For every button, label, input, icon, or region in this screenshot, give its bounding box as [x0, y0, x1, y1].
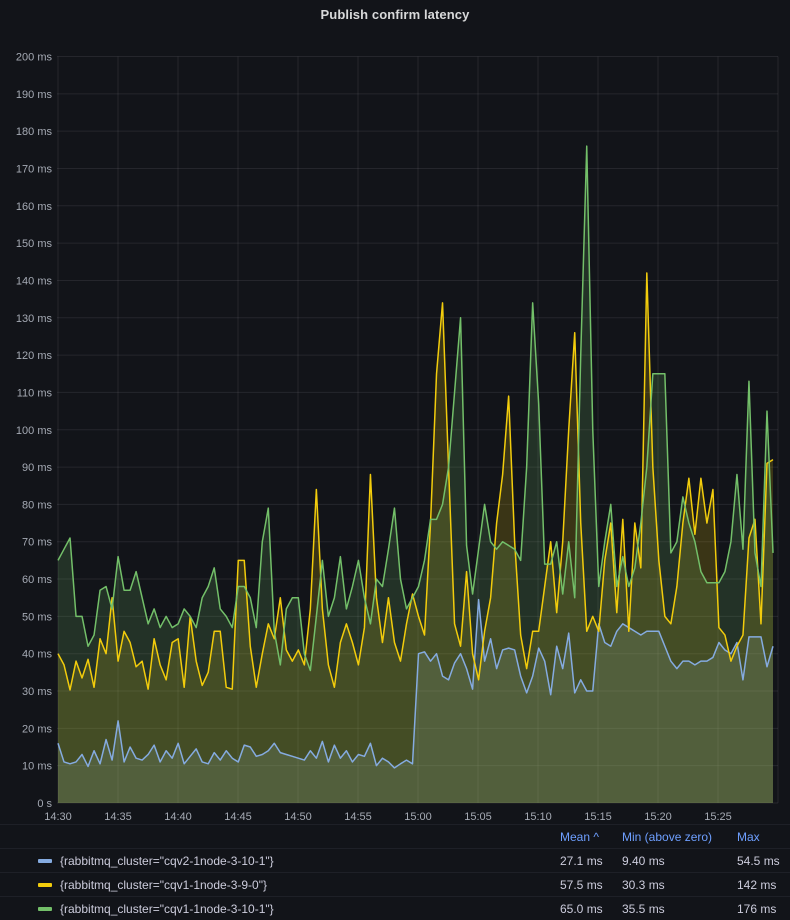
y-axis-tick-label: 20 ms: [22, 723, 52, 735]
series-color-swatch[interactable]: [38, 882, 52, 887]
x-axis-tick-label: 14:50: [284, 811, 312, 823]
legend-value-min: 35.5 ms: [622, 901, 665, 916]
y-axis-tick-label: 10 ms: [22, 761, 52, 773]
y-axis-tick-label: 80 ms: [22, 499, 52, 511]
legend-value-mean: 57.5 ms: [560, 877, 603, 892]
legend-label-cell[interactable]: {rabbitmq_cluster="cqv1-1node-3-10-1"}: [38, 902, 560, 916]
y-axis-tick-label: 30 ms: [22, 686, 52, 698]
plot-area[interactable]: [57, 57, 778, 804]
legend-value-max: 54.5 ms: [737, 853, 780, 868]
series-color-swatch[interactable]: [38, 906, 52, 911]
time-series-chart[interactable]: 0 s 10 ms 20 ms 30 ms 40 ms 50 ms 60 ms 70 ms 80…: [0, 0, 790, 824]
y-axis-tick-label: 40 ms: [22, 649, 52, 661]
legend-value-max: 176 ms: [737, 901, 777, 916]
x-axis-tick-label: 15:15: [584, 811, 612, 823]
legend-row[interactable]: {rabbitmq_cluster="cqv1-1node-3-10-1"} 65…: [0, 896, 790, 920]
legend-sort-mean[interactable]: Mean ^: [560, 829, 599, 844]
panel-title[interactable]: Publish confirm latency: [320, 7, 470, 22]
legend-header-row: Mean ^ Min (above zero) Max: [0, 824, 790, 848]
y-axis-tick-label: 170 ms: [16, 163, 53, 175]
series-label: {rabbitmq_cluster="cqv1-1node-3-10-1"}: [60, 901, 274, 916]
legend-row[interactable]: {rabbitmq_cluster="cqv2-1node-3-10-1"} 27…: [0, 848, 790, 872]
y-axis-tick-label: 50 ms: [22, 611, 52, 623]
y-axis-tick-label: 0 s: [37, 798, 52, 810]
x-axis-tick-label: 14:30: [44, 811, 72, 823]
x-axis-tick-label: 15:00: [404, 811, 432, 823]
y-axis-tick-label: 70 ms: [22, 537, 52, 549]
legend-row[interactable]: {rabbitmq_cluster="cqv1-1node-3-9-0"} 57.…: [0, 872, 790, 896]
x-axis-tick-label: 15:05: [464, 811, 492, 823]
y-axis-tick-label: 150 ms: [16, 238, 53, 250]
legend-label-cell[interactable]: {rabbitmq_cluster="cqv1-1node-3-9-0"}: [38, 878, 560, 892]
y-axis-tick-label: 90 ms: [22, 462, 52, 474]
series-color-swatch[interactable]: [38, 858, 52, 863]
y-axis-tick-label: 200 ms: [16, 52, 53, 64]
x-axis-tick-label: 15:10: [524, 811, 552, 823]
x-axis-tick-label: 15:25: [704, 811, 732, 823]
y-axis-tick-label: 100 ms: [16, 425, 53, 437]
series-fill-2: [58, 146, 773, 803]
x-axis-tick-label: 15:20: [644, 811, 672, 823]
x-axis-tick-label: 14:35: [104, 811, 132, 823]
legend-value-min: 30.3 ms: [622, 877, 665, 892]
x-axis-tick-label: 14:55: [344, 811, 372, 823]
y-axis-tick-label: 140 ms: [16, 275, 53, 287]
series-line-2: [57, 145, 774, 672]
series-label: {rabbitmq_cluster="cqv2-1node-3-10-1"}: [60, 853, 274, 868]
x-axis-tick-label: 14:40: [164, 811, 192, 823]
legend-sort-max[interactable]: Max: [737, 829, 760, 844]
y-axis-tick-label: 130 ms: [16, 313, 53, 325]
legend-value-mean: 27.1 ms: [560, 853, 603, 868]
legend-value-min: 9.40 ms: [622, 853, 665, 868]
legend-table: Mean ^ Min (above zero) Max {rabbitmq_cl…: [0, 824, 790, 920]
series-line-1: [57, 272, 774, 691]
series-label: {rabbitmq_cluster="cqv1-1node-3-9-0"}: [60, 877, 267, 892]
x-axis-tick-label: 14:45: [224, 811, 252, 823]
y-axis-tick-label: 160 ms: [16, 201, 53, 213]
y-axis-tick-label: 110 ms: [17, 387, 53, 399]
legend-value-mean: 65.0 ms: [560, 901, 603, 916]
series-line-0: [57, 598, 774, 769]
legend-value-max: 142 ms: [737, 877, 777, 892]
series-fill-0: [58, 599, 773, 803]
legend-label-cell[interactable]: {rabbitmq_cluster="cqv2-1node-3-10-1"}: [38, 854, 560, 868]
y-axis-tick-label: 60 ms: [22, 574, 52, 586]
y-axis-tick-label: 180 ms: [16, 126, 53, 138]
legend-rows: {rabbitmq_cluster="cqv2-1node-3-10-1"} 27…: [0, 848, 790, 920]
y-axis-tick-label: 190 ms: [16, 89, 53, 101]
legend-sort-min[interactable]: Min (above zero): [622, 829, 713, 844]
y-axis-tick-label: 120 ms: [16, 350, 53, 362]
